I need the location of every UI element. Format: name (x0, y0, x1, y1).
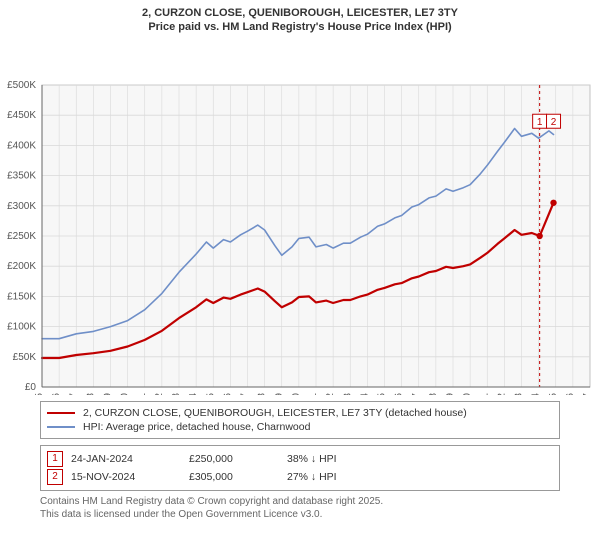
svg-text:1996: 1996 (51, 392, 62, 394)
marker-row: 1 24-JAN-2024 £250,000 38% ↓ HPI (47, 450, 553, 468)
svg-text:2007: 2007 (240, 392, 251, 394)
legend-label: HPI: Average price, detached house, Char… (83, 421, 310, 433)
marker-row: 2 15-NOV-2024 £305,000 27% ↓ HPI (47, 468, 553, 486)
svg-text:2014: 2014 (359, 392, 370, 394)
svg-text:1: 1 (537, 117, 543, 128)
license-line-2: This data is licensed under the Open Gov… (40, 508, 560, 521)
svg-text:2000: 2000 (120, 392, 131, 394)
svg-text:2003: 2003 (171, 392, 182, 394)
svg-text:£200K: £200K (7, 261, 36, 272)
svg-text:£0: £0 (25, 382, 37, 393)
svg-text:£400K: £400K (7, 140, 36, 151)
marker-price: £250,000 (189, 453, 279, 465)
svg-text:2026: 2026 (565, 392, 576, 394)
svg-text:2018: 2018 (428, 392, 439, 394)
license-line-1: Contains HM Land Registry data © Crown c… (40, 495, 560, 508)
svg-text:1998: 1998 (85, 392, 96, 394)
svg-text:2012: 2012 (325, 392, 336, 394)
svg-text:2022: 2022 (496, 392, 507, 394)
marker-price: £305,000 (189, 471, 279, 483)
svg-text:£150K: £150K (7, 291, 36, 302)
legend-swatch (47, 426, 75, 428)
svg-text:£50K: £50K (13, 351, 37, 362)
svg-text:2017: 2017 (411, 392, 422, 394)
svg-text:2: 2 (551, 117, 557, 128)
title-line-2: Price paid vs. HM Land Registry's House … (0, 20, 600, 34)
chart-area: £0 £50K £100K £150K £200K £250K £300K £350K £400… (0, 35, 600, 395)
sale-markers-table: 1 24-JAN-2024 £250,000 38% ↓ HPI 2 15-NOV-202… (40, 445, 560, 491)
svg-text:2001: 2001 (137, 392, 148, 394)
svg-text:2027: 2027 (582, 392, 593, 394)
chart-title: 2, CURZON CLOSE, QUENIBOROUGH, LEICESTER… (0, 0, 600, 35)
svg-text:2021: 2021 (479, 392, 490, 394)
svg-text:2025: 2025 (548, 392, 559, 394)
svg-text:2002: 2002 (154, 392, 165, 394)
svg-text:2019: 2019 (445, 392, 456, 394)
svg-text:2010: 2010 (291, 392, 302, 394)
legend-swatch (47, 412, 75, 414)
svg-text:2024: 2024 (531, 392, 542, 394)
svg-text:£450K: £450K (7, 110, 36, 121)
marker-badge: 2 (47, 469, 63, 485)
svg-text:2020: 2020 (462, 392, 473, 394)
title-line-1: 2, CURZON CLOSE, QUENIBOROUGH, LEICESTER… (0, 6, 600, 20)
marker-date: 15-NOV-2024 (71, 471, 181, 483)
svg-text:2011: 2011 (308, 392, 319, 394)
svg-text:£500K: £500K (7, 80, 36, 91)
marker-badge: 1 (47, 451, 63, 467)
svg-text:2005: 2005 (205, 392, 216, 394)
svg-text:2006: 2006 (222, 392, 233, 394)
svg-text:£100K: £100K (7, 321, 36, 332)
svg-text:£350K: £350K (7, 170, 36, 181)
svg-text:2008: 2008 (257, 392, 268, 394)
legend: 2, CURZON CLOSE, QUENIBOROUGH, LEICESTER… (40, 401, 560, 439)
svg-text:2023: 2023 (514, 392, 525, 394)
legend-item: HPI: Average price, detached house, Char… (47, 420, 553, 434)
svg-text:2016: 2016 (394, 392, 405, 394)
svg-text:2015: 2015 (377, 392, 388, 394)
svg-text:2009: 2009 (274, 392, 285, 394)
svg-text:£250K: £250K (7, 231, 36, 242)
legend-item: 2, CURZON CLOSE, QUENIBOROUGH, LEICESTER… (47, 406, 553, 420)
license-text: Contains HM Land Registry data © Crown c… (40, 495, 560, 521)
svg-text:2004: 2004 (188, 392, 199, 394)
svg-text:1997: 1997 (68, 392, 79, 394)
svg-text:2013: 2013 (342, 392, 353, 394)
legend-label: 2, CURZON CLOSE, QUENIBOROUGH, LEICESTER… (83, 407, 467, 419)
marker-delta: 27% ↓ HPI (287, 471, 407, 483)
line-chart: £0 £50K £100K £150K £200K £250K £300K £350K £400… (0, 35, 600, 395)
svg-text:1999: 1999 (103, 392, 114, 394)
svg-text:£300K: £300K (7, 200, 36, 211)
marker-delta: 38% ↓ HPI (287, 453, 407, 465)
marker-date: 24-JAN-2024 (71, 453, 181, 465)
